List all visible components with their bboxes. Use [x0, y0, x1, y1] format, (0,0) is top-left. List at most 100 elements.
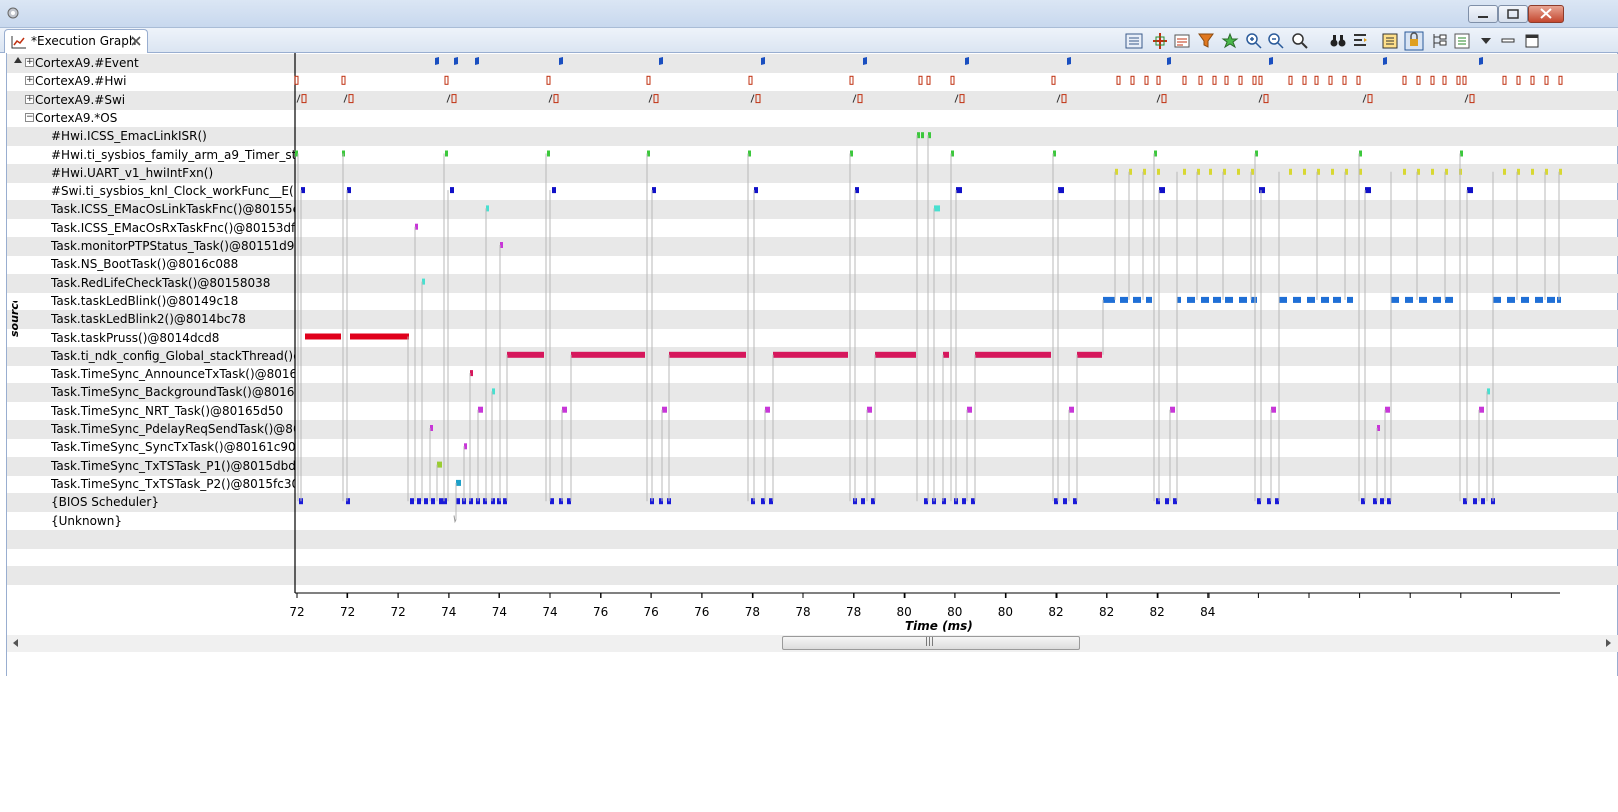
scheduler-segment: [769, 498, 773, 505]
horizontal-scrollbar[interactable]: |||: [7, 635, 1618, 652]
execution-plot[interactable]: 72 72 72 74 74 74 76 76 76 78 78 78 80 80 80 82 82 82 84: [7, 53, 1618, 635]
graph-view-button[interactable]: [1124, 31, 1144, 51]
tree-button[interactable]: [1430, 31, 1450, 51]
snapshot-button[interactable]: [1172, 31, 1192, 51]
freeze-button[interactable]: [1404, 31, 1424, 51]
row-label[interactable]: {Unknown}: [51, 513, 122, 528]
row-label[interactable]: Task.TimeSync_TxTSTask_P1()@8015dbd0: [51, 458, 295, 473]
maximize-button[interactable]: [1522, 31, 1542, 51]
swi-marker: [750, 94, 755, 103]
row-label[interactable]: Task.taskPruss()@8014dcd8: [51, 330, 220, 345]
uart-segment: [1345, 168, 1348, 175]
close-window-button[interactable]: [1528, 5, 1564, 23]
x-tick-label: 74: [492, 605, 507, 619]
uart-segment: [1289, 168, 1292, 175]
cursor-measure-button[interactable]: [1150, 31, 1170, 51]
scheduler-segment: [503, 498, 507, 505]
scroll-right-icon[interactable]: [1605, 638, 1613, 648]
row-label[interactable]: CortexA9.*OS: [35, 110, 118, 125]
filter-button[interactable]: [1196, 31, 1216, 51]
zoom-fit-button[interactable]: [1290, 31, 1310, 51]
clock-swi-segment: [1259, 187, 1265, 194]
row-label[interactable]: {BIOS Scheduler}: [51, 495, 159, 510]
scroll-left-icon[interactable]: [11, 638, 19, 648]
scheduler-segment: [962, 498, 966, 505]
app-icon: [7, 7, 19, 19]
row-label[interactable]: Task.taskLedBlink2()@8014bc78: [51, 312, 246, 327]
uart-segment: [1209, 168, 1212, 175]
row-label[interactable]: CortexA9.#Event: [35, 56, 139, 70]
add-marker-button[interactable]: [1220, 31, 1240, 51]
scheduler-segment: [469, 498, 473, 505]
uart-segment: [1251, 168, 1254, 175]
scheduler-segment: [1380, 498, 1384, 505]
scheduler-segment: [861, 498, 865, 505]
row-label[interactable]: #Hwi.UART_v1_hwiIntFxn(): [51, 165, 214, 180]
collapse-icon[interactable]: −: [25, 111, 34, 122]
row-label[interactable]: CortexA9.#Hwi: [35, 74, 127, 89]
sort-ascending-icon[interactable]: [13, 56, 23, 64]
swi-marker: [451, 94, 457, 104]
led-blink-segment: [1307, 296, 1315, 303]
zoom-out-button[interactable]: [1266, 31, 1286, 51]
align-button[interactable]: [1350, 31, 1370, 51]
nrt-task-segment: [662, 406, 667, 413]
expand-icon[interactable]: +: [25, 57, 34, 67]
minimize-button[interactable]: [1498, 31, 1518, 51]
tab-close-icon[interactable]: [129, 34, 143, 48]
binoculars-button[interactable]: [1328, 31, 1348, 51]
expand-icon[interactable]: +: [25, 75, 34, 86]
graph-row: Task.monitorPTPStatus_Task()@80151d98: [7, 237, 1618, 256]
restore-window-button[interactable]: [1498, 5, 1528, 23]
nrt-task-segment: [1479, 406, 1484, 413]
hwi-marker: [1342, 75, 1347, 85]
zoom-in-button[interactable]: [1244, 31, 1264, 51]
row-label[interactable]: Task.monitorPTPStatus_Task()@80151d98: [51, 239, 295, 253]
row-label[interactable]: Task.TimeSync_PdelayReqSendTask()@8015bb…: [51, 422, 295, 436]
row-label[interactable]: Task.TimeSync_SyncTxTask()@80161c90: [51, 440, 295, 455]
hwi-marker: [950, 75, 955, 85]
uart-segment: [1157, 168, 1160, 175]
x-tick-label: 82: [1150, 605, 1165, 619]
scheduler-segment: [439, 498, 443, 505]
stack-thread-segment: [773, 351, 848, 358]
tab-title: *Execution Graph: [31, 34, 137, 48]
row-label[interactable]: Task.TimeSync_AnnounceTxTask()@80163cf0: [51, 367, 295, 382]
hwi-marker: [1252, 75, 1257, 85]
row-label[interactable]: Task.TimeSync_BackgroundTask()@80167db0: [51, 385, 295, 400]
nrt-task-segment: [478, 406, 483, 413]
row-label[interactable]: Task.TimeSync_NRT_Task()@80165d50: [51, 403, 284, 418]
row-label[interactable]: Task.taskLedBlink()@80149c18: [51, 293, 239, 308]
hwi-marker: [1416, 75, 1421, 85]
view-menu-button[interactable]: [1476, 31, 1496, 51]
x-axis-title: Time (ms): [905, 619, 973, 633]
uart-segment: [1417, 168, 1420, 175]
settings-button[interactable]: [1452, 31, 1472, 51]
row-label[interactable]: CortexA9.#Swi: [35, 92, 126, 107]
expand-icon[interactable]: +: [25, 93, 34, 104]
led-blink-segment: [1279, 296, 1287, 303]
row-label[interactable]: Task.TimeSync_TxTSTask_P2()@8015fc30: [51, 476, 295, 491]
tab-execution-graph[interactable]: *Execution Graph: [4, 29, 148, 53]
led-blink-segment: [1445, 296, 1453, 303]
row-label[interactable]: Task.ICSS_EMacOsLinkTaskFnc()@80155e58: [51, 202, 295, 217]
row-label[interactable]: #Swi.ti_sysbios_knl_Clock_workFunc__E(): [51, 184, 295, 199]
scheduler-segment: [491, 498, 495, 505]
swi-marker: [1061, 94, 1067, 104]
row-label[interactable]: #Hwi.ICSS_EmacLinkISR(): [51, 129, 207, 144]
row-label[interactable]: Task.RedLifeCheckTask()@80158038: [51, 275, 271, 290]
scroll-thumb[interactable]: |||: [782, 636, 1080, 650]
graph-view-icon: [1125, 33, 1143, 49]
row-label[interactable]: Task.ICSS_EMacOsRxTaskFnc()@80153df8: [51, 220, 295, 235]
row-label[interactable]: #Hwi.ti_sysbios_family_arm_a9_Timer_stub…: [51, 147, 295, 162]
minimize-window-button[interactable]: [1468, 5, 1498, 23]
led-blink-segment: [1333, 296, 1341, 303]
swi-marker: [954, 94, 959, 103]
row-label[interactable]: Task.NS_BootTask()@8016c088: [51, 257, 239, 272]
led-blink-segment: [1547, 296, 1555, 303]
group-button[interactable]: [1380, 31, 1400, 51]
scroll-grip-icon: |||: [925, 637, 935, 647]
row-label[interactable]: Task.ti_ndk_config_Global_stackThread()@…: [51, 348, 295, 363]
nrt-task-segment: [1385, 406, 1390, 413]
hwi-marker: [294, 75, 299, 85]
